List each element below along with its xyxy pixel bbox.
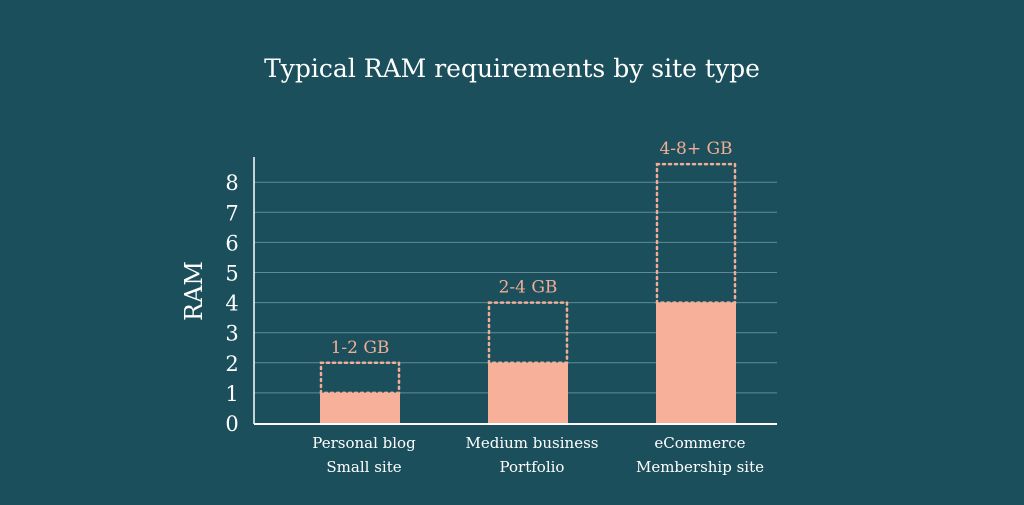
x-tick-label: Medium business bbox=[466, 434, 599, 452]
x-tick-label: Membership site bbox=[636, 458, 764, 476]
chart-title: Typical RAM requirements by site type bbox=[264, 54, 760, 83]
bar bbox=[488, 362, 568, 423]
y-tick-label: 0 bbox=[225, 412, 238, 436]
data-label: 1-2 GB bbox=[331, 338, 390, 358]
data-label: 2-4 GB bbox=[499, 278, 558, 298]
y-tick-label: 1 bbox=[225, 382, 238, 406]
bars bbox=[319, 162, 737, 423]
y-tick-label: 3 bbox=[225, 322, 238, 346]
data-label: 4-8+ GB bbox=[659, 139, 732, 159]
labels: 0 1 2 3 4 5 6 7 8 1-2 GB Personal blog Small site 2-… bbox=[225, 139, 764, 476]
y-tick-label: 8 bbox=[225, 171, 238, 195]
y-tick-label: 5 bbox=[225, 262, 238, 286]
y-tick-label: 4 bbox=[225, 292, 238, 316]
range-outline bbox=[319, 361, 401, 395]
range-outline bbox=[655, 162, 737, 304]
x-tick-label: eCommerce bbox=[654, 434, 745, 452]
y-tick-label: 6 bbox=[225, 231, 238, 255]
x-tick-label: Personal blog bbox=[312, 434, 416, 452]
y-tick-label: 2 bbox=[225, 352, 238, 376]
axes bbox=[253, 157, 777, 425]
x-tick-label: Portfolio bbox=[500, 458, 565, 476]
bar bbox=[320, 392, 400, 423]
y-axis-label: RAM bbox=[180, 261, 208, 321]
x-tick-label: Small site bbox=[326, 458, 401, 476]
y-tick-label: 7 bbox=[225, 201, 238, 225]
bar bbox=[656, 302, 736, 423]
